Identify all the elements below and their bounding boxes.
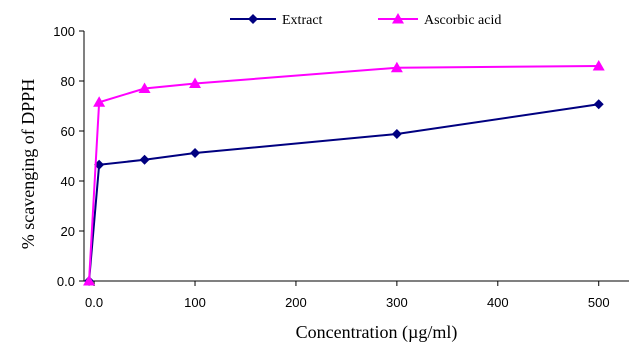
- data-point-ascorbic-acid: [189, 77, 202, 88]
- data-point-extract: [139, 154, 150, 165]
- x-tick-label: 500: [588, 295, 610, 310]
- data-point-extract: [190, 148, 201, 158]
- y-tick-label: 0.0: [57, 274, 75, 289]
- y-tick-label: 100: [53, 24, 75, 39]
- y-tick-label: 20: [61, 224, 75, 239]
- x-axis-title: Concentration (µg/ml): [296, 322, 458, 343]
- data-point-ascorbic-acid: [390, 61, 403, 73]
- data-point-extract: [593, 99, 604, 110]
- legend-marker-ascorbic-acid: [392, 13, 404, 24]
- series-line-ascorbic-acid: [88, 65, 599, 282]
- x-tick-label: 100: [184, 295, 206, 310]
- data-point-ascorbic-acid: [83, 275, 96, 286]
- plot-area: [83, 60, 605, 286]
- legend-label-extract: Extract: [282, 13, 323, 28]
- legend-label-ascorbic-acid: Ascorbic acid: [424, 13, 501, 28]
- y-tick-label: 40: [61, 174, 75, 189]
- data-point-ascorbic-acid: [93, 96, 106, 107]
- legend-item-ascorbic-acid: Ascorbic acid: [378, 13, 501, 28]
- legend-marker-extract: [248, 14, 258, 24]
- axes: 0.0 20 40 60 80 100 0.0 100 200 300 400 500: [53, 24, 629, 310]
- x-tick-label: 400: [487, 295, 509, 310]
- data-point-ascorbic-acid: [138, 82, 151, 93]
- series-extract: [84, 99, 604, 286]
- legend-item-extract: Extract: [230, 13, 323, 28]
- series-line-extract: [88, 103, 599, 282]
- data-point-extract: [391, 129, 402, 139]
- y-tick-label: 80: [61, 74, 75, 89]
- legend: Extract Ascorbic acid: [230, 13, 501, 28]
- y-axis-title: % scavenging of DPPH: [18, 79, 38, 249]
- x-tick-label: 200: [285, 295, 307, 310]
- data-point-ascorbic-acid: [592, 60, 605, 71]
- y-tick-label: 60: [61, 124, 75, 139]
- x-tick-label: 300: [386, 295, 408, 310]
- series-ascorbic-acid: [83, 60, 605, 286]
- x-tick-label: 0.0: [85, 295, 103, 310]
